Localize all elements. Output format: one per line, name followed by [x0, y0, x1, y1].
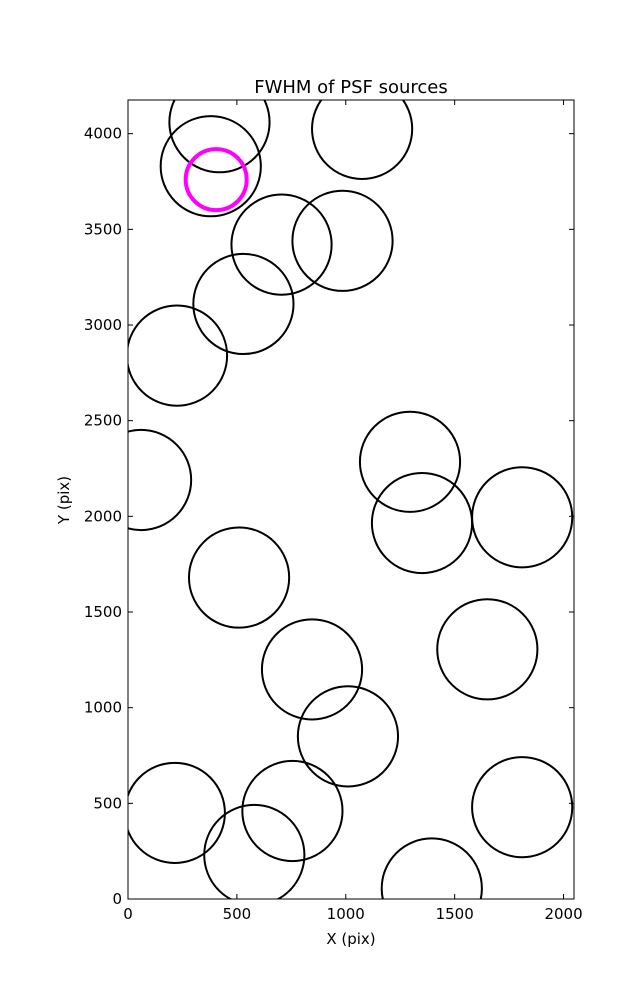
y-tick-label: 1500	[84, 603, 122, 621]
y-tick-label: 2500	[84, 412, 122, 430]
source-circle	[471, 756, 574, 859]
source-circle	[436, 598, 539, 701]
y-tick-label: 1000	[84, 699, 122, 717]
source-circle	[296, 685, 400, 788]
source-circle	[128, 304, 229, 407]
source-circle	[241, 759, 344, 863]
x-tick-label: 500	[223, 905, 252, 923]
y-tick-label: 3000	[84, 316, 122, 334]
x-tick-label: 0	[123, 905, 133, 923]
y-tick-label: 4000	[84, 125, 122, 143]
x-tick-label: 2000	[544, 905, 582, 923]
plot-background	[128, 100, 574, 899]
source-circle	[187, 526, 291, 629]
source-circle	[260, 618, 364, 721]
source-circle	[291, 189, 394, 292]
source-circle	[203, 803, 306, 899]
plot-frame	[127, 99, 575, 900]
x-axis: 0 500 1000 1500 2000	[123, 100, 583, 923]
source-circle	[230, 193, 333, 296]
y-axis: 0 500 1000 1500 2000 2500 3000 3500 4000	[84, 125, 574, 908]
source-circle	[370, 471, 474, 575]
highlight-layer	[183, 147, 249, 213]
x-axis-label: X (pix)	[326, 930, 375, 948]
chart-title: FWHM of PSF sources	[254, 77, 448, 98]
source-circle	[168, 100, 271, 174]
y-tick-label: 0	[112, 890, 122, 908]
source-circle	[159, 115, 262, 218]
source-circle	[380, 837, 483, 899]
y-axis-label: Y (pix)	[55, 476, 73, 525]
source-circle	[192, 252, 295, 356]
source-circle	[358, 410, 462, 513]
highlight-circle	[183, 147, 249, 213]
y-tick-label: 2000	[84, 507, 122, 525]
sources-layer	[128, 100, 574, 899]
source-circle	[128, 428, 193, 532]
source-circle	[128, 761, 226, 864]
y-tick-label: 3500	[84, 220, 122, 238]
x-tick-label: 1500	[436, 905, 474, 923]
x-tick-label: 1000	[327, 905, 365, 923]
y-tick-label: 500	[93, 794, 122, 812]
source-circle	[311, 100, 414, 180]
